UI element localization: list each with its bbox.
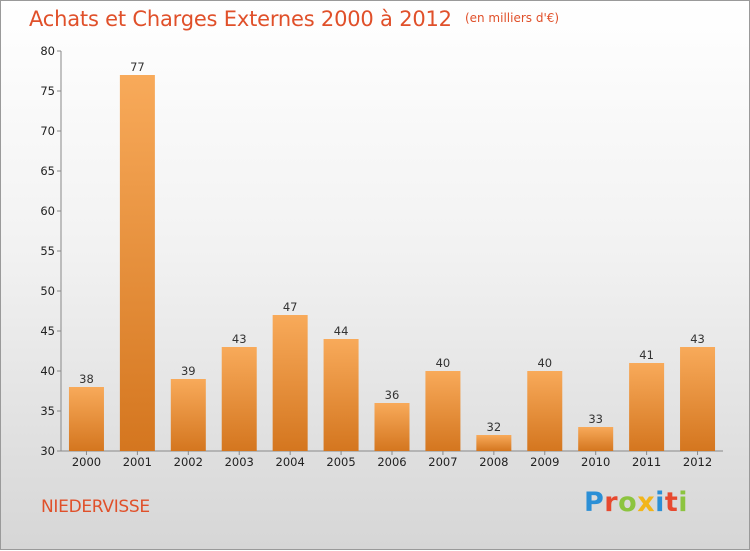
proxiti-logo[interactable]: Proxiti — [584, 487, 688, 518]
x-tick-label: 2005 — [326, 455, 355, 469]
logo-letter: o — [618, 487, 638, 518]
bar — [221, 347, 257, 451]
x-tick-label: 2010 — [581, 455, 610, 469]
bar — [629, 363, 665, 451]
y-tick-label: 40 — [40, 364, 55, 378]
chart-subtitle: (en milliers d'€) — [464, 11, 560, 25]
bar — [425, 371, 461, 451]
bar — [323, 339, 359, 451]
x-tick-label: 2007 — [428, 455, 457, 469]
x-tick-label: 2011 — [632, 455, 661, 469]
bar — [578, 427, 614, 451]
bars — [68, 75, 716, 451]
data-label: 43 — [232, 332, 247, 346]
logo-letter: t — [664, 487, 679, 518]
y-tick-label: 75 — [40, 84, 55, 98]
x-tick-label: 2000 — [72, 455, 101, 469]
x-tick-label: 2002 — [174, 455, 203, 469]
logo-letter: i — [655, 487, 665, 518]
data-label: 41 — [639, 348, 654, 362]
logo-letter: P — [584, 487, 605, 518]
bar — [476, 435, 512, 451]
bar — [119, 75, 155, 451]
y-tick-label: 65 — [40, 164, 55, 178]
commune-name: NIEDERVISSE — [41, 497, 150, 517]
y-tick-label: 55 — [40, 244, 55, 258]
data-label: 40 — [537, 356, 552, 370]
data-label: 36 — [385, 388, 400, 402]
logo-letter: i — [678, 487, 689, 518]
x-tick-label: 2006 — [377, 455, 406, 469]
bar — [374, 403, 410, 451]
x-tick-label: 2001 — [123, 455, 152, 469]
x-tick-label: 2004 — [276, 455, 305, 469]
y-tick-label: 35 — [40, 404, 55, 418]
logo-letter: r — [604, 487, 619, 518]
bar — [272, 315, 308, 451]
data-label: 47 — [283, 300, 298, 314]
x-tick-label: 2012 — [683, 455, 712, 469]
data-label: 40 — [436, 356, 451, 370]
logo-letter: x — [637, 487, 656, 518]
axes: 30 35 40 45 50 55 60 65 70 75 80 2000 2001 2002 2003 20… — [40, 44, 723, 469]
y-tick-label: 50 — [40, 284, 55, 298]
title-block: Achats et Charges Externes 2000 à 2012 (… — [29, 7, 559, 31]
data-label: 44 — [334, 324, 349, 338]
y-tick-label: 30 — [40, 444, 55, 458]
y-tick-label: 80 — [40, 44, 55, 58]
data-label: 33 — [588, 412, 603, 426]
y-tick-label: 45 — [40, 324, 55, 338]
x-tick-label: 2008 — [479, 455, 508, 469]
chart-title: Achats et Charges Externes 2000 à 2012 — [29, 7, 452, 31]
y-tick-label: 70 — [40, 124, 55, 138]
data-label: 39 — [181, 364, 196, 378]
bar — [680, 347, 716, 451]
data-label: 32 — [487, 420, 502, 434]
x-tick-label: 2003 — [225, 455, 254, 469]
data-labels: 38 77 39 43 47 44 36 40 32 40 33 41 43 — [79, 60, 705, 434]
bar — [527, 371, 563, 451]
x-tick-label: 2009 — [530, 455, 559, 469]
y-tick-label: 60 — [40, 204, 55, 218]
bar — [170, 379, 206, 451]
data-label: 43 — [690, 332, 705, 346]
data-label: 77 — [130, 60, 145, 74]
bar — [68, 387, 104, 451]
data-label: 38 — [79, 372, 94, 386]
